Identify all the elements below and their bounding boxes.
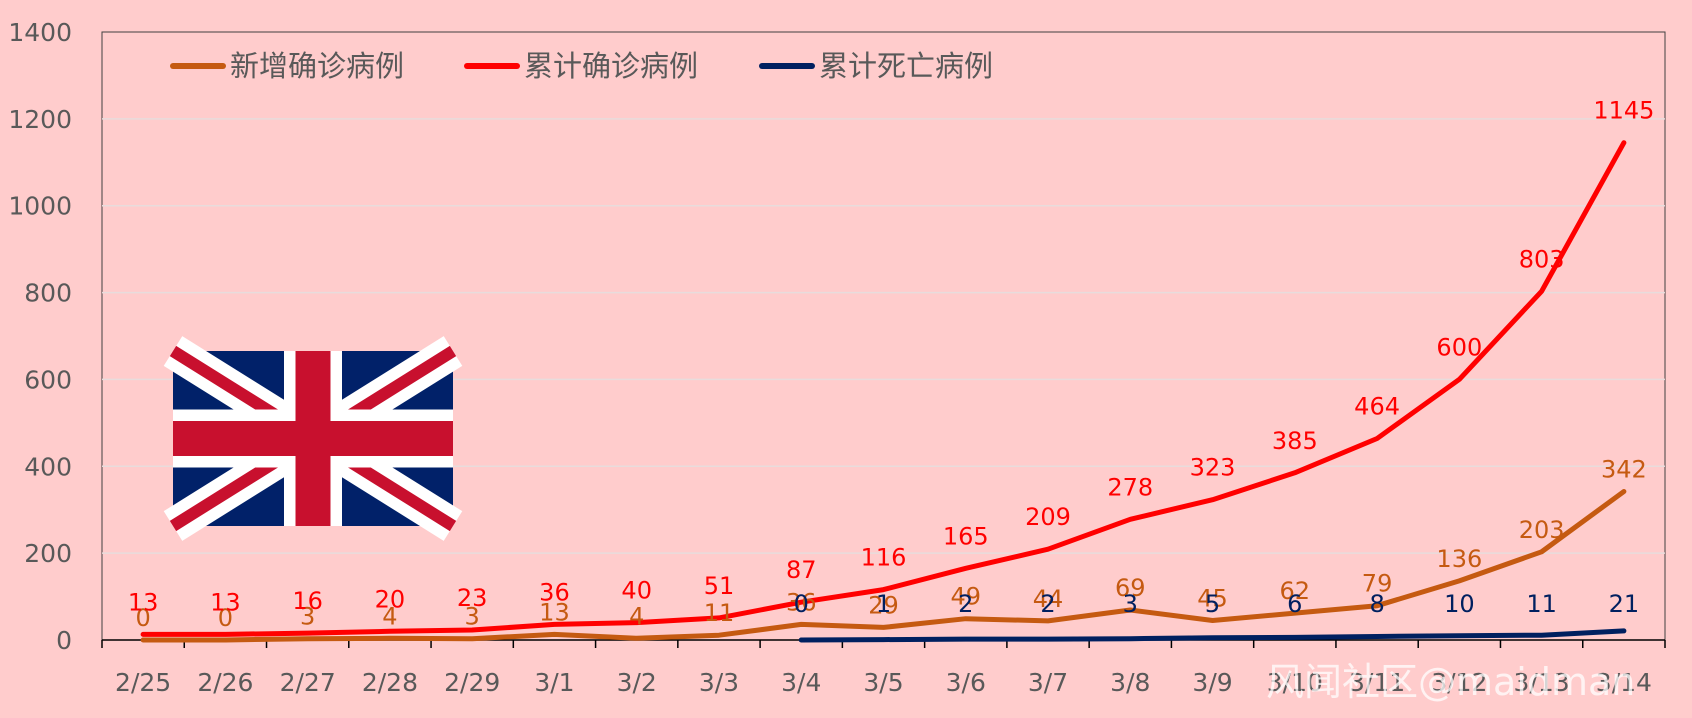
- data-label: 11: [1526, 590, 1557, 618]
- y-tick-label: 400: [24, 452, 72, 481]
- data-label: 11: [704, 599, 735, 627]
- data-label: 51: [704, 572, 735, 600]
- data-label: 342: [1601, 455, 1647, 483]
- data-label: 3: [465, 603, 480, 631]
- y-tick-label: 1400: [8, 18, 72, 47]
- series-line-2: [140, 140, 1627, 637]
- data-label: 323: [1190, 454, 1236, 482]
- x-tick-label: 3/6: [946, 668, 986, 697]
- data-label: 385: [1272, 427, 1318, 455]
- data-label: 36: [539, 578, 570, 606]
- series-line-3: [798, 628, 1627, 643]
- data-label: 0: [794, 590, 809, 618]
- data-label: 3: [1123, 590, 1138, 618]
- y-tick-label: 600: [24, 365, 72, 394]
- data-label: 1145: [1593, 97, 1654, 125]
- watermark: 风闻社区@maidman: [1266, 660, 1635, 704]
- series-lines: [140, 140, 1627, 643]
- y-tick-label: 1200: [8, 105, 72, 134]
- data-label: 116: [861, 544, 907, 572]
- x-tick-label: 3/3: [699, 668, 739, 697]
- data-label: 0: [135, 604, 150, 632]
- x-tick-label: 3/8: [1110, 668, 1150, 697]
- x-tick-label: 2/25: [115, 668, 171, 697]
- data-label: 87: [786, 556, 817, 584]
- data-label: 803: [1519, 245, 1565, 273]
- data-label: 203: [1519, 516, 1565, 544]
- x-tick-label: 3/1: [534, 668, 574, 697]
- data-label: 45: [1197, 584, 1228, 612]
- x-tick-label: 3/14: [1596, 668, 1652, 697]
- data-label: 62: [1280, 577, 1311, 605]
- data-label: 6: [1287, 590, 1302, 618]
- data-label: 10: [1444, 590, 1475, 618]
- data-label: 13: [539, 598, 570, 626]
- x-tick-label: 3/10: [1267, 668, 1323, 697]
- x-tick-label: 3/12: [1431, 668, 1487, 697]
- x-tick-label: 3/9: [1192, 668, 1232, 697]
- data-label: 3: [300, 603, 315, 631]
- legend-label-2: 累计确诊病例: [524, 49, 698, 83]
- x-tick-label: 2/27: [280, 668, 336, 697]
- data-label: 5: [1205, 590, 1220, 618]
- legend-label-3: 累计死亡病例: [819, 49, 993, 83]
- series-line-1: [140, 489, 1627, 643]
- x-tick-label: 3/4: [781, 668, 821, 697]
- data-label: 2: [1040, 590, 1055, 618]
- y-tick-label: 1000: [8, 192, 72, 221]
- data-label: 69: [1115, 574, 1146, 602]
- x-tick-label: 2/26: [197, 668, 253, 697]
- data-label: 4: [382, 602, 397, 630]
- x-axis: 2/25 2/26 2/27 2/28 2/29 3/1 3/2 3/3 3/4 3/5 3/6 3/…: [101, 639, 1666, 697]
- union-jack-flag-icon: [163, 336, 463, 541]
- y-tick-label: 800: [24, 279, 72, 308]
- data-label: 278: [1107, 473, 1153, 501]
- y-tick-label: 200: [24, 539, 72, 568]
- data-label: 0: [218, 604, 233, 632]
- data-label: 136: [1436, 545, 1482, 573]
- data-label: 8: [1369, 590, 1384, 618]
- y-tick-label: 0: [56, 626, 72, 655]
- x-tick-label: 3/7: [1028, 668, 1068, 697]
- data-label: 16: [292, 587, 323, 615]
- data-label: 209: [1025, 503, 1071, 531]
- data-label: 4: [629, 602, 644, 630]
- x-tick-label: 3/5: [863, 668, 903, 697]
- data-label: 1: [876, 590, 891, 618]
- y-axis: 0 200 400 600 800 1000 1200 1400: [8, 18, 72, 655]
- data-label: 464: [1354, 392, 1400, 420]
- x-tick-label: 3/13: [1514, 668, 1570, 697]
- x-tick-label: 2/28: [362, 668, 418, 697]
- data-label: 165: [943, 522, 989, 550]
- data-label: 29: [868, 591, 899, 619]
- data-label: 49: [950, 583, 981, 611]
- data-label: 2: [958, 590, 973, 618]
- data-label: 600: [1436, 333, 1482, 361]
- data-label: 20: [375, 585, 406, 613]
- legend: 新增确诊病例 累计确诊病例 累计死亡病例: [170, 49, 993, 83]
- data-label: 36: [786, 588, 817, 616]
- data-label: 21: [1609, 590, 1640, 618]
- data-label: 13: [128, 588, 159, 616]
- data-label: 79: [1362, 570, 1393, 598]
- data-label: 13: [210, 588, 241, 616]
- data-label: 44: [1033, 585, 1064, 613]
- data-label: 23: [457, 584, 488, 612]
- x-tick-label: 3/11: [1349, 668, 1405, 697]
- data-label: 40: [621, 577, 652, 605]
- legend-label-1: 新增确诊病例: [230, 49, 404, 83]
- x-tick-label: 2/29: [444, 668, 500, 697]
- x-tick-label: 3/2: [617, 668, 657, 697]
